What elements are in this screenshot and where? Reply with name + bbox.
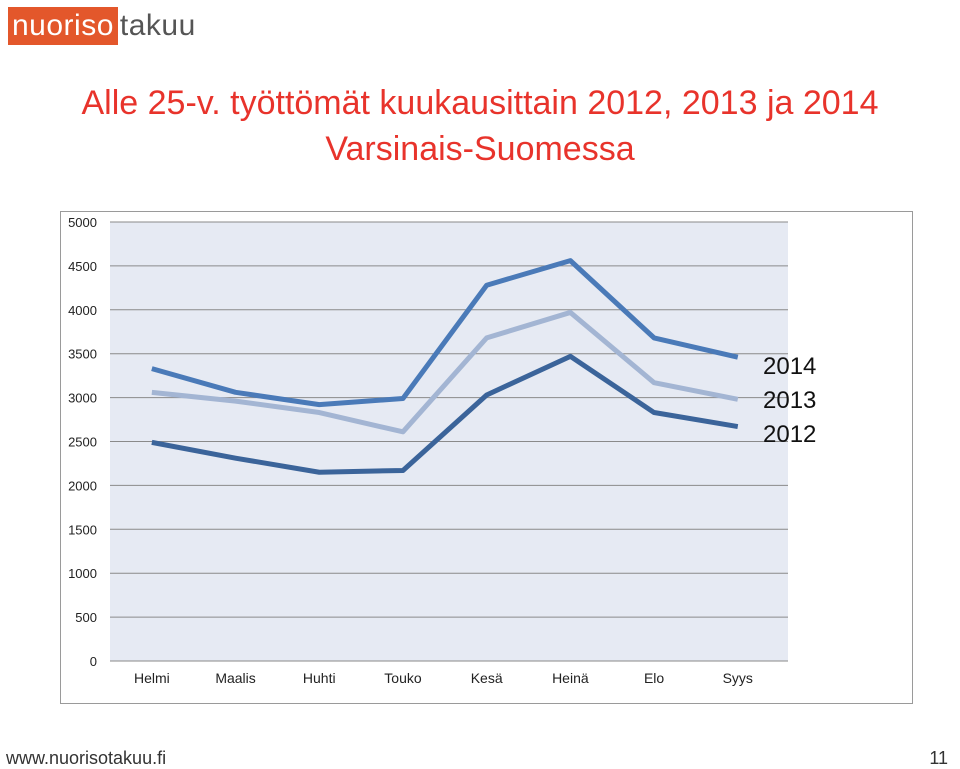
x-tick-label: Touko: [384, 670, 422, 686]
page-number: 11: [929, 748, 948, 768]
y-tick-label: 2000: [68, 478, 97, 493]
legend-entry-2013: 2013: [763, 387, 816, 414]
x-tick-label: Huhti: [303, 670, 336, 686]
legend-entry-2014: 2014: [763, 353, 816, 380]
y-tick-label: 4500: [68, 259, 97, 274]
slide-title-line1: Alle 25-v. työttömät kuukausittain 2012,…: [81, 84, 879, 122]
y-tick-label: 3500: [68, 347, 97, 362]
y-tick-label: 1000: [68, 566, 97, 581]
slide-title-line2: Varsinais-Suomessa: [325, 130, 635, 168]
x-tick-label: Syys: [723, 670, 753, 686]
y-tick-label: 2500: [68, 435, 97, 450]
footer-url[interactable]: www.nuorisotakuu.fi: [6, 748, 167, 768]
series-line-2014: [151, 258, 739, 408]
x-tick-label: Elo: [644, 670, 664, 686]
y-tick-label: 5000: [68, 215, 97, 230]
slide-title: Alle 25-v. työttömät kuukausittain 2012,…: [0, 80, 960, 172]
logo-part-takuu: takuu: [119, 9, 196, 42]
nuorisotakuu-logo: nuoriso takuu: [8, 5, 196, 47]
y-tick-label: 4000: [68, 303, 97, 318]
series-line-2012: [151, 353, 739, 475]
y-tick-label: 1500: [68, 522, 97, 537]
logo-part-nuoriso: nuoriso: [8, 7, 118, 45]
x-tick-label: Heinä: [552, 670, 589, 686]
x-tick-label: Kesä: [471, 670, 503, 686]
series-line-2013: [151, 309, 739, 435]
legend-entry-2012: 2012: [763, 421, 816, 448]
x-tick-label: Maalis: [215, 670, 255, 686]
y-tick-label: 3000: [68, 391, 97, 406]
y-tick-label: 0: [90, 654, 97, 669]
x-tick-label: Helmi: [134, 670, 170, 686]
y-tick-label: 500: [75, 610, 97, 625]
